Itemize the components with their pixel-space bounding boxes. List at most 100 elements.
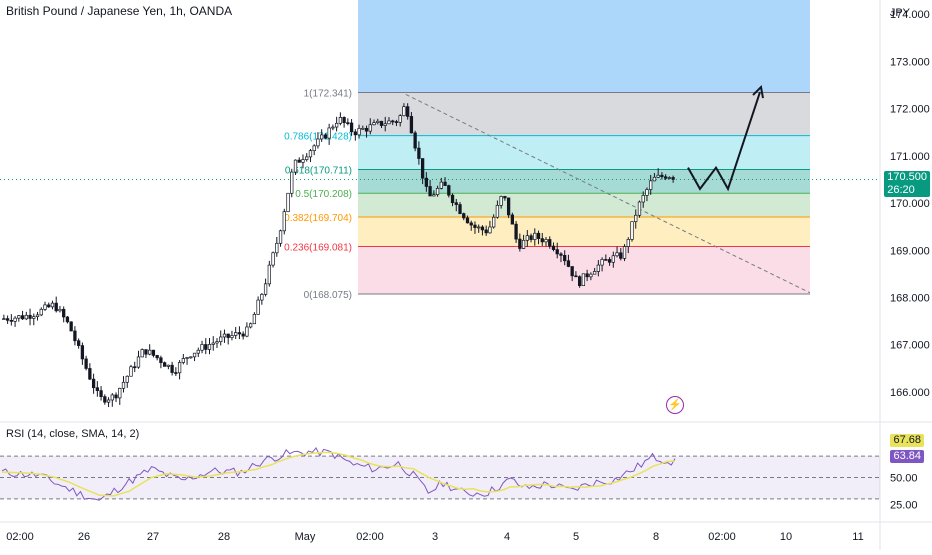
candle-body <box>600 259 604 266</box>
candle-body <box>368 124 372 132</box>
candle-body <box>357 128 361 136</box>
candle-body <box>133 366 137 369</box>
candle-body <box>222 333 227 338</box>
candle-body <box>140 349 144 358</box>
candle-body <box>271 252 275 266</box>
candle-body <box>484 229 488 234</box>
time-tick-label: May <box>295 531 316 543</box>
rsi-value-tag: 63.84 <box>890 450 924 463</box>
candle-body <box>578 276 582 287</box>
rsi-title: RSI (14, close, SMA, 14, 2) <box>6 428 140 440</box>
candle-body <box>634 214 638 223</box>
candle-body <box>136 356 141 368</box>
candle-body <box>589 273 593 278</box>
candle-body <box>495 205 500 218</box>
fib-level-label: 0.236(169.081) <box>284 242 352 253</box>
candle-body <box>35 314 40 318</box>
candle-body <box>129 366 133 377</box>
candle-body <box>645 189 649 196</box>
fib-level-label: 0.382(169.704) <box>284 213 352 224</box>
candle-body <box>260 293 264 301</box>
candle-body <box>103 396 107 403</box>
candle-body <box>473 224 477 228</box>
candle-body <box>592 271 597 275</box>
candle-body <box>630 221 634 240</box>
candle-body <box>192 352 197 358</box>
candle-body <box>637 201 642 216</box>
candle-body <box>626 239 630 247</box>
candle-body <box>20 315 25 320</box>
rsi-sma-value-tag: 67.68 <box>890 434 924 447</box>
candle-body <box>5 318 10 321</box>
price-tick-label: 170.000 <box>890 198 930 210</box>
candle-body <box>667 177 672 179</box>
time-tick-label: 02:00 <box>6 531 34 543</box>
candle-body <box>465 217 470 224</box>
candle-body <box>162 362 167 367</box>
candle-body <box>383 123 387 126</box>
candle-body <box>275 242 279 254</box>
price-tick-label: 169.000 <box>890 245 930 257</box>
candle-body <box>521 239 526 249</box>
candle-body <box>503 196 507 199</box>
candle-body <box>170 364 174 373</box>
candle-body <box>76 340 81 346</box>
candle-body <box>211 342 215 345</box>
candle-body <box>424 177 429 187</box>
price-tick-label: 174.000 <box>890 9 930 21</box>
candle-body <box>219 336 223 342</box>
candle-body <box>585 273 589 278</box>
candle-body <box>559 253 563 256</box>
candle-body <box>581 273 586 287</box>
candle-body <box>447 185 451 196</box>
candle-body <box>622 246 627 259</box>
candle-body <box>518 238 522 249</box>
candle-body <box>17 315 21 319</box>
candle-body <box>544 239 548 243</box>
candle-body <box>50 302 55 308</box>
candle-body <box>477 226 481 229</box>
candle-body <box>417 147 421 159</box>
candle-body <box>671 177 675 180</box>
candle-body <box>278 230 283 244</box>
time-tick-label: 10 <box>780 531 792 543</box>
candle-body <box>181 358 185 363</box>
candle-body <box>177 362 182 374</box>
candle-body <box>555 249 559 255</box>
time-tick-label: 27 <box>147 531 159 543</box>
trend-line <box>405 93 811 294</box>
candle-body <box>525 235 529 241</box>
candle-body <box>312 145 316 152</box>
candle-body <box>488 226 492 234</box>
candle-body <box>58 308 62 312</box>
candle-body <box>301 159 305 163</box>
fib-band <box>358 246 810 294</box>
time-tick-label: 28 <box>218 531 230 543</box>
rsi-sma-line <box>1 451 676 497</box>
candle-body <box>533 232 537 240</box>
candle-body <box>551 245 556 250</box>
fib-level-label: 0(168.075) <box>304 290 352 301</box>
candle-body <box>323 134 328 139</box>
candle-body <box>305 156 309 160</box>
candle-body <box>121 381 126 389</box>
candle-body <box>286 192 290 213</box>
candle-body <box>364 127 369 132</box>
rsi-band <box>0 456 880 499</box>
fib-band <box>358 92 810 136</box>
projection-arrowhead <box>752 85 764 99</box>
candle-body <box>480 226 485 231</box>
lightning-icon[interactable]: ⚡ <box>666 396 684 414</box>
candle-body <box>574 275 578 278</box>
candle-body <box>499 196 503 206</box>
candle-body <box>144 349 148 355</box>
time-tick-label: 26 <box>78 531 90 543</box>
time-tick-label: 11 <box>852 531 863 543</box>
candle-body <box>376 120 380 123</box>
candle-body <box>536 232 541 239</box>
candle-body <box>320 134 324 140</box>
candle-body <box>394 121 399 123</box>
fib-level-label: 1(172.341) <box>304 89 352 100</box>
